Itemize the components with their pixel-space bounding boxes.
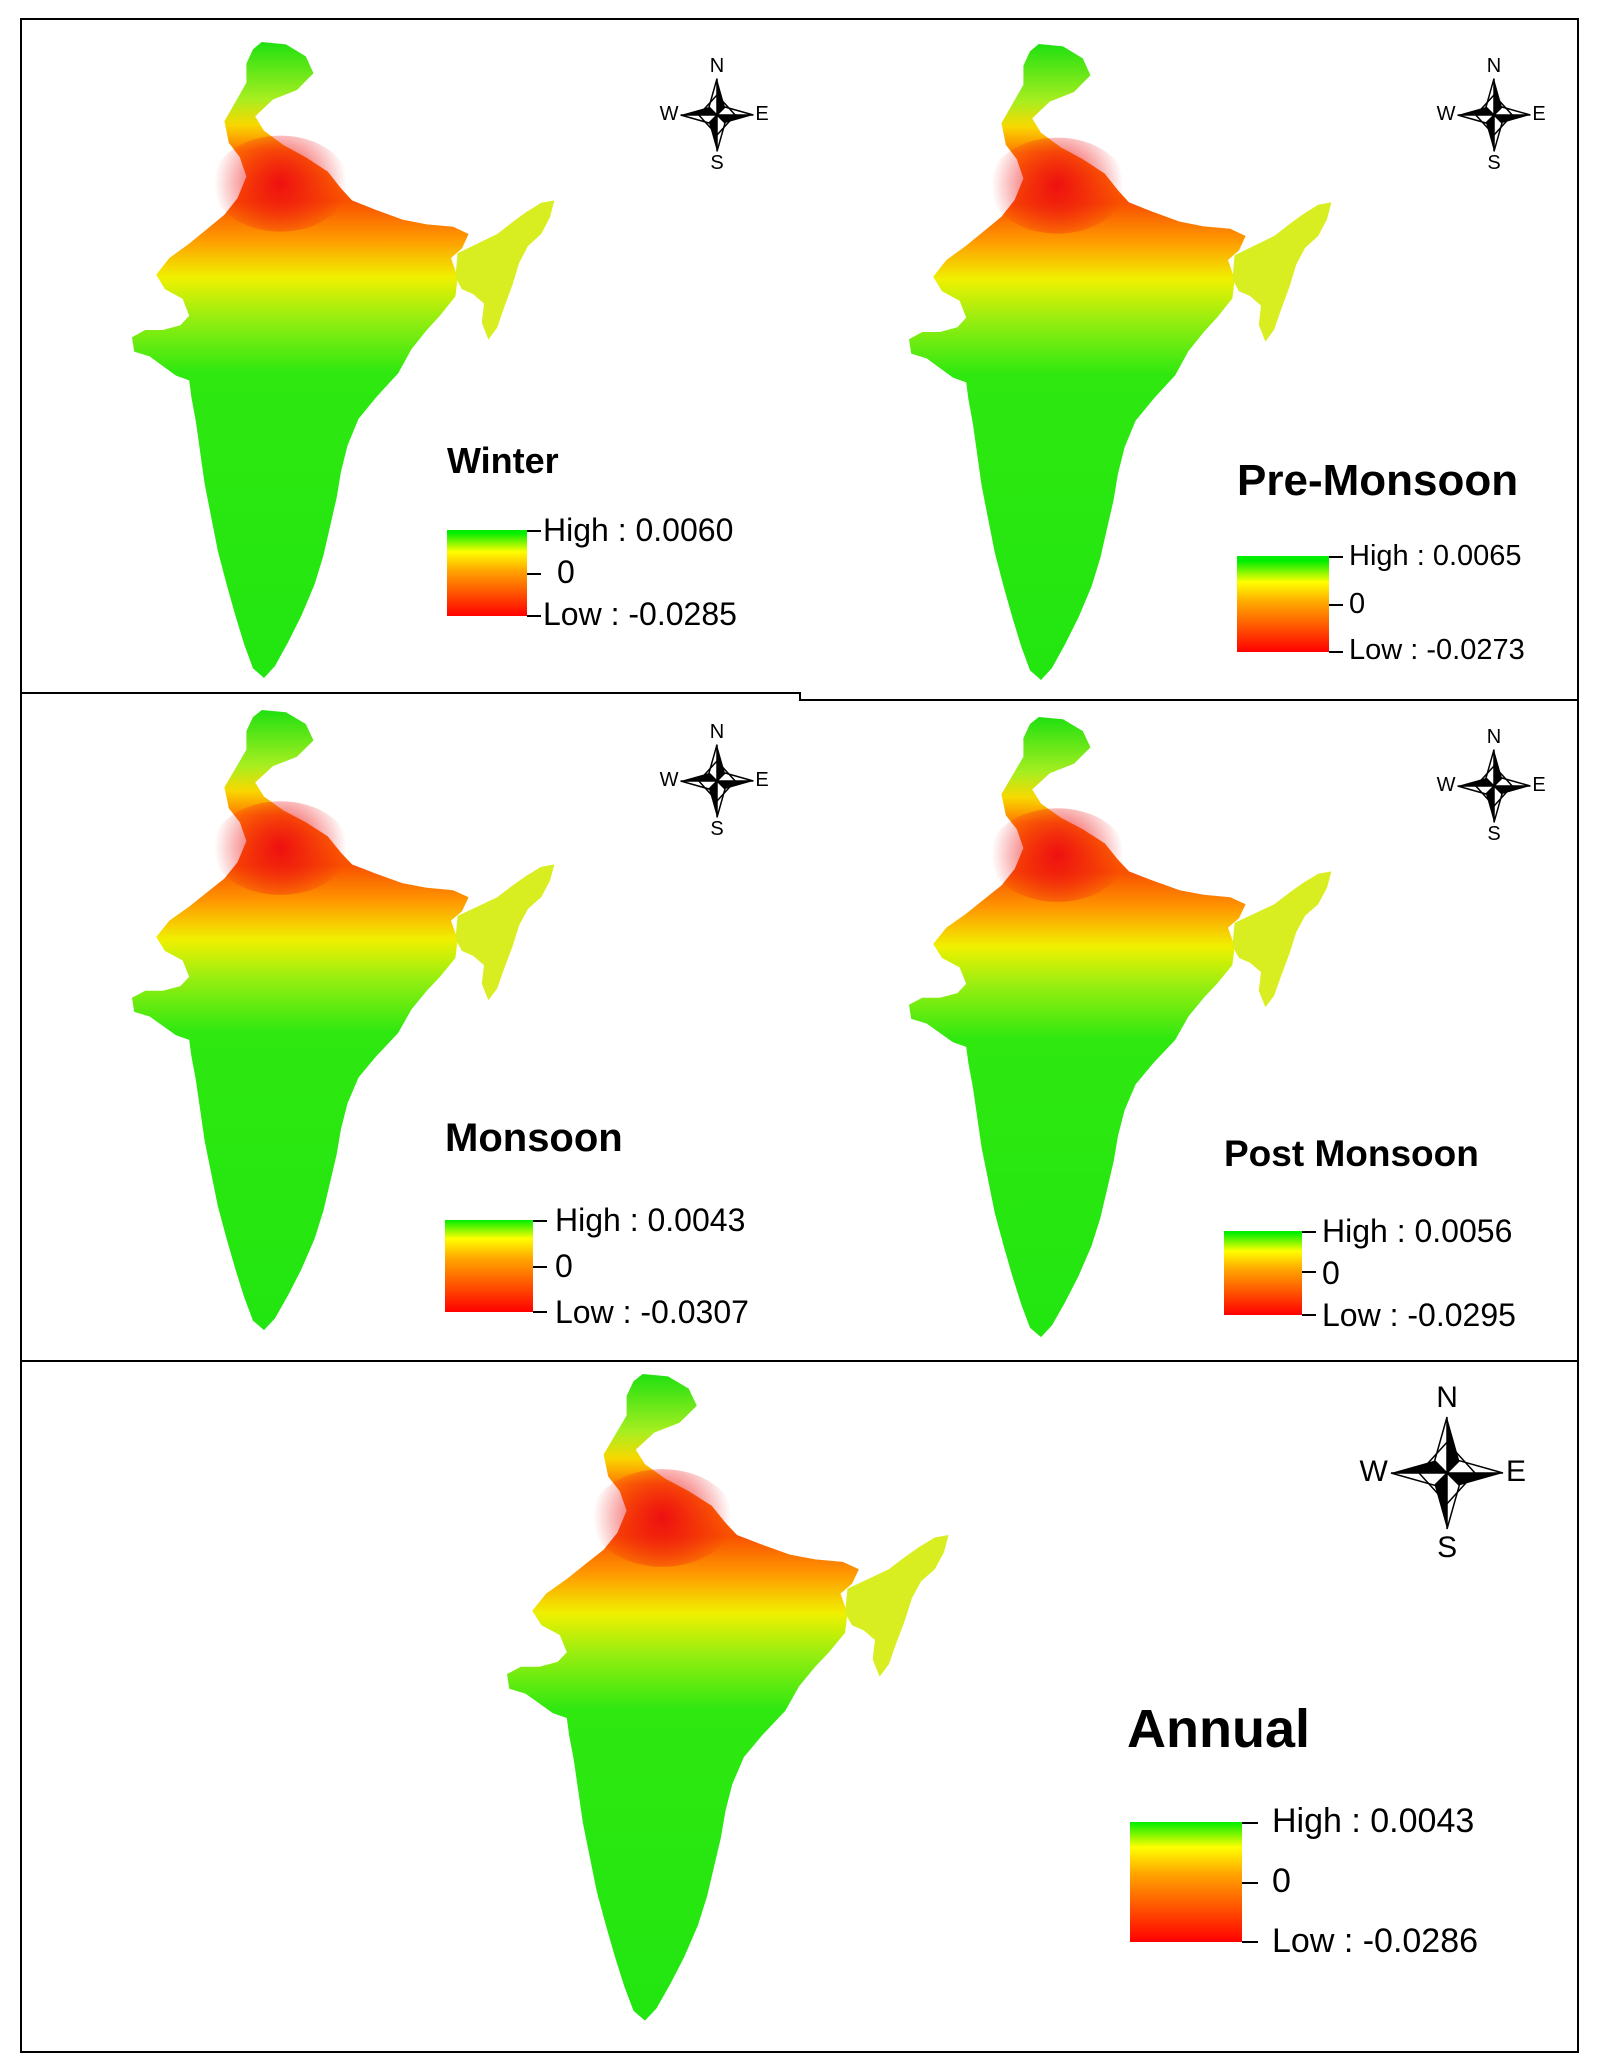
compass-east: E bbox=[1532, 774, 1546, 796]
compass-west: W bbox=[659, 769, 679, 791]
map-panel-winter: N S E W Winter High : 0.0060 0 Low : -0.… bbox=[20, 18, 801, 694]
compass-rose: N S E W bbox=[1429, 40, 1559, 190]
compass-east: E bbox=[755, 769, 769, 791]
india-mainland bbox=[909, 717, 1246, 1338]
india-map-post-monsoon bbox=[909, 717, 1332, 1338]
compass-north: N bbox=[1436, 1381, 1458, 1414]
compass-west: W bbox=[659, 103, 679, 125]
trend-hotspot bbox=[212, 801, 349, 895]
compass-east: E bbox=[1506, 1455, 1527, 1488]
legend-low-label: Low : -0.0295 bbox=[1322, 1297, 1516, 1333]
india-mainland bbox=[909, 44, 1246, 680]
legend-zero-label: 0 bbox=[1272, 1862, 1291, 1900]
india-northeast bbox=[845, 1535, 949, 1677]
india-mainland bbox=[132, 42, 469, 678]
compass-south: S bbox=[1487, 152, 1501, 175]
map-title: Annual bbox=[1127, 1699, 1310, 1759]
legend-zero-label: 0 bbox=[557, 554, 575, 590]
compass-south: S bbox=[710, 152, 724, 175]
legend-gradient bbox=[1224, 1231, 1302, 1315]
map-title: Monsoon bbox=[445, 1116, 623, 1160]
compass-rose: N S E W bbox=[1347, 1368, 1547, 1578]
india-northeast bbox=[455, 864, 555, 1001]
legend-gradient bbox=[1237, 556, 1329, 652]
legend-low-label: Low : -0.0273 bbox=[1349, 634, 1525, 666]
compass-south: S bbox=[1487, 823, 1501, 846]
legend-low-label: Low : -0.0285 bbox=[543, 596, 737, 632]
compass-east: E bbox=[755, 103, 769, 125]
compass-south: S bbox=[710, 818, 724, 841]
compass-west: W bbox=[1359, 1455, 1388, 1488]
map-panel-monsoon: N S E W Monsoon High : 0.0043 0 Low : -0… bbox=[20, 692, 801, 1362]
legend: High : 0.0065 0 Low : -0.0273 bbox=[1237, 540, 1567, 666]
india-map-pre-monsoon bbox=[909, 44, 1332, 680]
legend-gradient bbox=[1130, 1822, 1242, 1942]
compass-rose: N S E W bbox=[652, 40, 782, 190]
legend: High : 0.0043 0 Low : -0.0307 bbox=[445, 1202, 785, 1330]
trend-hotspot bbox=[989, 808, 1126, 902]
legend-low-label: Low : -0.0307 bbox=[555, 1294, 749, 1330]
legend-zero-label: 0 bbox=[1322, 1255, 1340, 1291]
compass-rose: N S E W bbox=[1429, 711, 1559, 861]
legend-gradient bbox=[445, 1220, 533, 1312]
legend-low-label: Low : -0.0286 bbox=[1272, 1922, 1479, 1960]
map-title: Post Monsoon bbox=[1224, 1133, 1479, 1174]
legend: High : 0.0056 0 Low : -0.0295 bbox=[1224, 1213, 1564, 1333]
compass-south: S bbox=[1437, 1530, 1458, 1564]
legend: High : 0.0043 0 Low : -0.0286 bbox=[1130, 1802, 1550, 1962]
map-title: Pre-Monsoon bbox=[1237, 456, 1519, 505]
compass-west: W bbox=[1436, 103, 1456, 125]
legend: High : 0.0060 0 Low : -0.0285 bbox=[447, 512, 787, 640]
india-mainland bbox=[507, 1374, 859, 2021]
compass-north: N bbox=[1486, 54, 1502, 77]
legend-high-label: High : 0.0043 bbox=[1272, 1802, 1475, 1840]
compass-west: W bbox=[1436, 774, 1456, 796]
map-panel-annual: N S E W Annual High : 0.0043 0 Low : -0.… bbox=[20, 1360, 1579, 2053]
legend-high-label: High : 0.0043 bbox=[555, 1202, 746, 1238]
india-northeast bbox=[455, 200, 555, 340]
compass-north: N bbox=[709, 720, 725, 743]
india-map-monsoon bbox=[132, 710, 555, 1331]
map-panel-post-monsoon: N S E W Post Monsoon High : 0.0056 0 Low… bbox=[799, 699, 1579, 1362]
india-mainland bbox=[132, 710, 469, 1331]
legend-high-label: High : 0.0065 bbox=[1349, 540, 1522, 572]
legend-gradient bbox=[447, 530, 527, 616]
map-title: Winter bbox=[447, 440, 559, 481]
compass-north: N bbox=[709, 54, 725, 77]
legend-zero-label: 0 bbox=[555, 1248, 573, 1284]
map-panel-pre-monsoon: N S E W Pre-Monsoon High : 0.0065 0 Low … bbox=[799, 18, 1579, 701]
india-northeast bbox=[1232, 202, 1332, 342]
india-map-winter bbox=[132, 42, 555, 678]
compass-east: E bbox=[1532, 103, 1546, 125]
india-map-annual bbox=[507, 1374, 949, 2021]
compass-north: N bbox=[1486, 725, 1502, 748]
trend-hotspot bbox=[212, 135, 349, 232]
compass-rose: N S E W bbox=[652, 706, 782, 856]
legend-zero-label: 0 bbox=[1349, 588, 1366, 620]
trend-hotspot bbox=[989, 137, 1126, 234]
legend-high-label: High : 0.0060 bbox=[543, 512, 734, 548]
legend-high-label: High : 0.0056 bbox=[1322, 1213, 1513, 1249]
india-northeast bbox=[1232, 871, 1332, 1008]
trend-hotspot bbox=[590, 1469, 734, 1567]
